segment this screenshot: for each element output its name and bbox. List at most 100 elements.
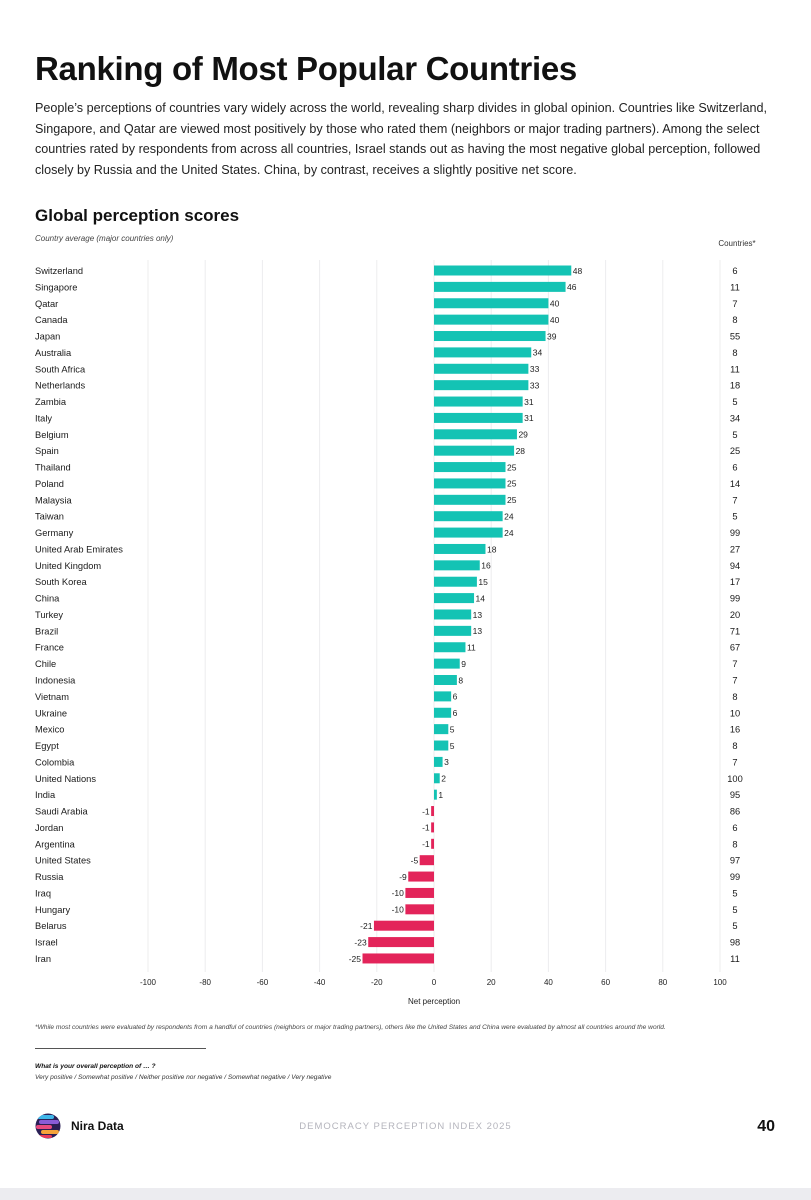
countries-count: 8 [732,348,737,358]
countries-count: 94 [730,561,740,571]
countries-count: 7 [732,299,737,309]
data-label: -10 [392,888,405,898]
data-label: -25 [349,954,362,964]
data-label: 46 [567,282,577,292]
data-label: 33 [530,364,540,374]
category-label: South Korea [35,577,88,587]
bar [434,396,523,407]
bar [434,347,532,358]
bar [434,658,460,669]
brand: Nira Data [35,1113,124,1139]
page-number: 40 [757,1118,775,1135]
data-label: 31 [524,413,534,423]
bar [405,887,434,898]
data-label: 28 [516,446,526,456]
bar [434,363,529,374]
data-label: 40 [550,315,560,325]
category-label: Turkey [35,610,63,620]
bar [434,380,529,391]
bar [434,478,506,489]
data-label: 13 [473,626,483,636]
data-label: -23 [354,937,367,947]
chart-subtitle: Country average (major countries only) [35,234,174,243]
countries-count: 16 [730,725,740,735]
category-label: Colombia [35,757,75,767]
countries-count: 67 [730,643,740,653]
countries-count: 6 [732,463,737,473]
data-label: 31 [524,397,534,407]
bar [434,429,517,440]
bar [434,265,572,276]
bar [434,543,486,554]
bar [434,609,472,620]
bar [431,838,434,849]
bar [434,298,549,309]
countries-count: 86 [730,807,740,817]
data-label: 3 [444,757,449,767]
countries-count: 17 [730,577,740,587]
x-tick-label: -100 [140,978,157,987]
category-label: Australia [35,348,72,358]
data-label: 16 [481,561,491,571]
countries-count: 6 [732,823,737,833]
bar [434,412,523,423]
countries-count: 99 [730,528,740,538]
countries-column-header: Countries* [718,239,756,248]
countries-count: 5 [732,888,737,898]
countries-count: 5 [732,921,737,931]
countries-count: 99 [730,872,740,882]
bar [408,871,434,882]
countries-count: 11 [730,954,740,964]
footnote-divider [35,1048,206,1049]
x-tick-label: 60 [601,978,610,987]
category-label: Thailand [35,463,71,473]
countries-count: 27 [730,544,740,554]
bar [434,462,506,473]
data-label: 6 [453,692,458,702]
category-label: Vietnam [35,692,69,702]
countries-count: 5 [732,905,737,915]
intro-paragraph: People’s perceptions of countries vary w… [35,101,767,177]
bar [434,756,443,767]
category-label: India [35,790,56,800]
perception-bar-chart: Switzerland 48 6 Singapore 46 11 Qatar 40 7 Canad… [35,260,743,1006]
countries-count: 95 [730,790,740,800]
bar [431,806,434,817]
category-label: Jordan [35,823,63,833]
category-label: Spain [35,446,59,456]
data-label: 48 [573,266,583,276]
x-tick-label: 20 [487,978,496,987]
bar [434,773,440,784]
category-label: Saudi Arabia [35,807,89,817]
bar [434,642,466,653]
countries-count: 71 [730,626,740,636]
page-bottom-edge [0,1188,811,1200]
bar [434,560,480,571]
category-label: Japan [35,332,60,342]
category-label: Belarus [35,921,67,931]
countries-count: 55 [730,332,740,342]
category-label: Switzerland [35,266,83,276]
category-label: Italy [35,413,52,423]
category-label: Taiwan [35,512,64,522]
bar [373,920,434,931]
countries-count: 100 [727,774,743,784]
x-tick-label: 40 [544,978,553,987]
countries-count: 8 [732,315,737,325]
data-label: 25 [507,462,517,472]
data-label: -5 [411,855,419,865]
x-tick-label: -40 [314,978,326,987]
data-label: 15 [478,577,488,587]
data-label: 11 [467,643,476,653]
category-label: Canada [35,315,68,325]
countries-count: 5 [732,430,737,440]
bar [434,527,503,538]
x-tick-label: 80 [658,978,667,987]
countries-count: 6 [732,266,737,276]
category-label: Qatar [35,299,58,309]
data-label: 8 [458,675,463,685]
bar [434,576,477,587]
countries-count: 18 [730,381,740,391]
data-label: -1 [422,806,430,816]
survey-answer-options: Very positive / Somewhat positive / Neit… [35,1074,332,1081]
